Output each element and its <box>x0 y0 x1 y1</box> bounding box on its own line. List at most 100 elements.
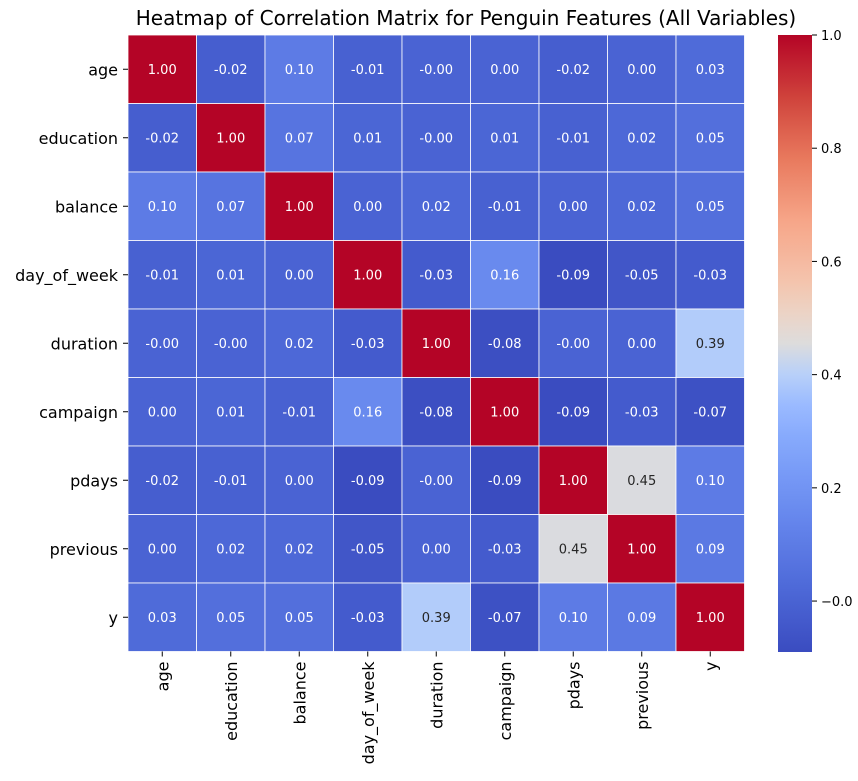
cell-value-label: -0.01 <box>488 200 522 215</box>
y-tick-label: age <box>88 60 118 79</box>
cell-value-label: 0.45 <box>627 474 656 489</box>
heatmap-cell <box>401 582 471 652</box>
y-tick-label: education <box>39 129 118 148</box>
heatmap-cell <box>127 582 197 652</box>
heatmap-cell <box>264 308 334 378</box>
cell-value-label: -0.00 <box>145 337 179 352</box>
heatmap-cell <box>127 308 197 378</box>
heatmap-cell <box>675 240 745 310</box>
cell-value-label: 0.09 <box>696 542 725 557</box>
cell-value-label: 0.02 <box>285 542 314 557</box>
cell-value-label: 0.00 <box>627 63 656 78</box>
cell-value-label: 0.00 <box>490 63 519 78</box>
heatmap-cell <box>127 34 197 104</box>
cell-value-label: 0.01 <box>216 268 245 283</box>
cell-value-label: 1.00 <box>627 542 656 557</box>
heatmap-cell <box>675 103 745 173</box>
cell-value-label: 0.10 <box>696 474 725 489</box>
cell-value-label: -0.00 <box>419 63 453 78</box>
cell-value-label: -0.01 <box>145 268 179 283</box>
chart-title: Heatmap of Correlation Matrix for Pengui… <box>136 6 797 30</box>
y-axis-ticks: age education balance day_of_week duration ca… <box>15 60 128 627</box>
cell-value-label: 0.07 <box>216 200 245 215</box>
cell-value-label: -0.03 <box>351 611 385 626</box>
cell-annotations: 1.00 -0.02 0.10 -0.01 -0.00 0.00 -0.02 0.00 0.03… <box>145 63 727 626</box>
cell-value-label: -0.09 <box>556 268 590 283</box>
cell-value-label: -0.03 <box>488 542 522 557</box>
cell-value-label: -0.03 <box>693 268 727 283</box>
cell-value-label: 0.05 <box>216 611 245 626</box>
heatmap-cell <box>607 377 677 447</box>
heatmap-cell <box>470 377 540 447</box>
heatmap-cell <box>401 34 471 104</box>
heatmap-cell <box>675 377 745 447</box>
heatmap-cell <box>401 377 471 447</box>
heatmap-cell <box>401 171 471 241</box>
cell-value-label: 0.10 <box>285 63 314 78</box>
y-tick-label: day_of_week <box>15 266 119 286</box>
colorbar: −0.0 0.2 0.4 0.6 0.8 1.0 <box>778 29 853 652</box>
cell-value-label: 0.00 <box>353 200 382 215</box>
heatmap-cell <box>127 171 197 241</box>
cell-value-label: 0.05 <box>696 200 725 215</box>
heatmap-cell <box>470 582 540 652</box>
cell-value-label: 0.45 <box>559 542 588 557</box>
heatmap-cell <box>196 34 266 104</box>
cell-value-label: -0.02 <box>145 474 179 489</box>
y-tick-label: balance <box>55 197 118 216</box>
cell-value-label: 1.00 <box>559 474 588 489</box>
cell-value-label: 0.00 <box>422 542 451 557</box>
heatmap-cell <box>127 240 197 310</box>
y-tick-label: pdays <box>70 471 118 490</box>
cell-value-label: 0.39 <box>696 337 725 352</box>
heatmap-cell <box>264 445 334 515</box>
cell-value-label: -0.07 <box>693 405 727 420</box>
cell-value-label: 0.02 <box>627 131 656 146</box>
colorbar-tick-label: 0.6 <box>821 255 842 270</box>
x-tick-label: day_of_week <box>359 661 379 765</box>
cell-value-label: 0.02 <box>285 337 314 352</box>
heatmap-cell <box>607 34 677 104</box>
heatmap-cell <box>196 377 266 447</box>
cell-value-label: 0.03 <box>696 63 725 78</box>
y-tick-label: duration <box>51 334 118 353</box>
cell-value-label: -0.02 <box>214 63 248 78</box>
heatmap-cell <box>401 514 471 584</box>
heatmap-cell <box>333 171 403 241</box>
cell-value-label: -0.00 <box>214 337 248 352</box>
x-tick-label: education <box>222 662 241 741</box>
heatmap-cell <box>333 582 403 652</box>
heatmap-cell <box>333 377 403 447</box>
cell-value-label: 1.00 <box>353 268 382 283</box>
heatmap-cell <box>538 103 608 173</box>
cell-value-label: 0.01 <box>353 131 382 146</box>
cell-value-label: 0.00 <box>627 337 656 352</box>
heatmap-cell <box>333 34 403 104</box>
cell-value-label: -0.00 <box>419 474 453 489</box>
heatmap-cell <box>127 377 197 447</box>
cell-value-label: 0.00 <box>285 268 314 283</box>
cell-value-label: -0.02 <box>145 131 179 146</box>
cell-value-label: -0.09 <box>488 474 522 489</box>
heatmap-cell <box>196 582 266 652</box>
heatmap-cell <box>196 308 266 378</box>
cell-value-label: 0.05 <box>696 131 725 146</box>
x-tick-label: campaign <box>496 662 515 741</box>
heatmap-cell <box>333 240 403 310</box>
colorbar-tick-label: 0.8 <box>821 142 842 157</box>
cell-value-label: -0.03 <box>419 268 453 283</box>
heatmap-cell <box>470 514 540 584</box>
heatmap-cell <box>675 308 745 378</box>
colorbar-tick-label: 1.0 <box>821 29 842 44</box>
cell-value-label: 0.00 <box>148 542 177 557</box>
cell-value-label: -0.03 <box>351 337 385 352</box>
heatmap-cell <box>196 240 266 310</box>
heatmap-cell <box>333 514 403 584</box>
cell-value-label: -0.03 <box>625 405 659 420</box>
heatmap-cell <box>264 34 334 104</box>
y-tick-label: y <box>109 608 118 627</box>
heatmap-cells <box>127 34 745 652</box>
cell-value-label: -0.00 <box>419 131 453 146</box>
heatmap-cell <box>264 582 334 652</box>
